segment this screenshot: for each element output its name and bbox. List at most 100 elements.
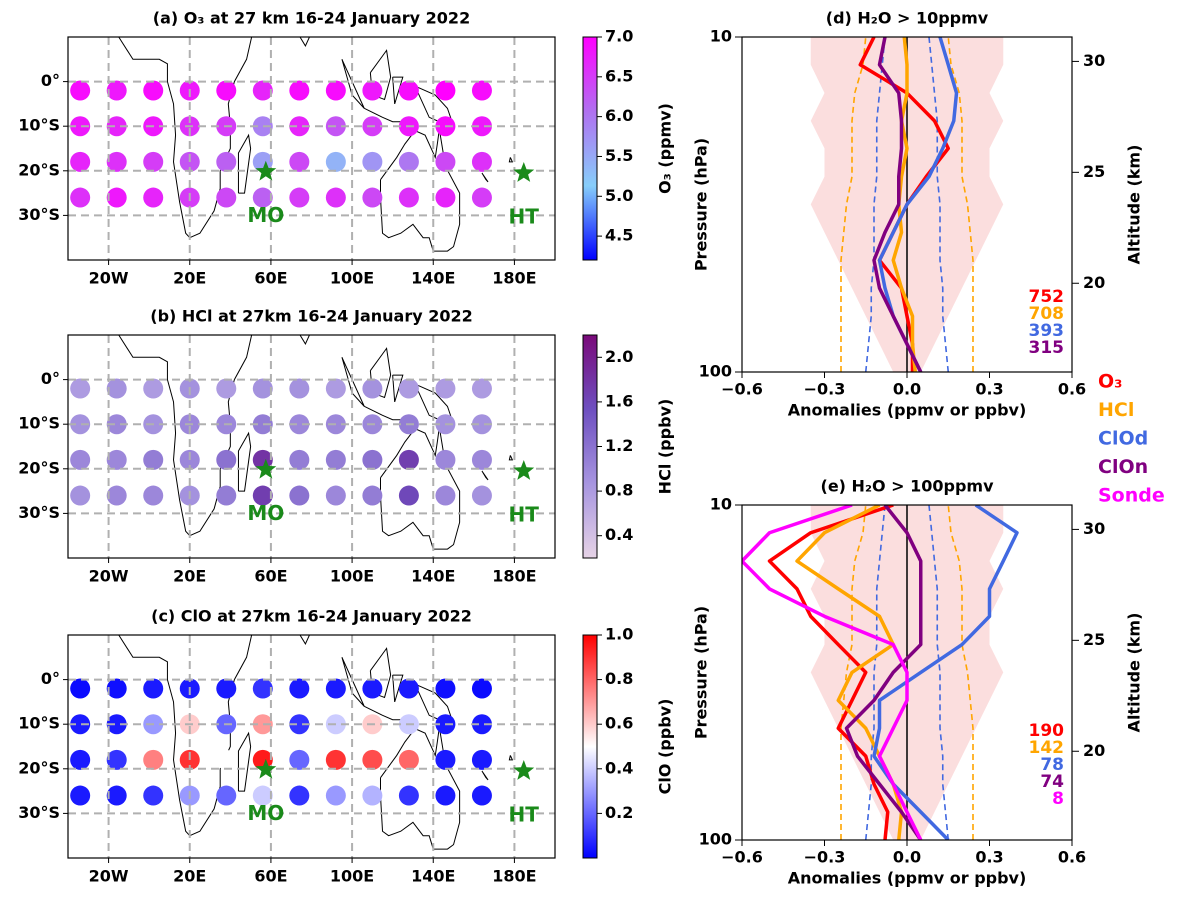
coastline [481,470,489,481]
colorbar-tick-label: 6.0 [605,106,633,125]
data-point [435,378,456,399]
colorbar-tick-label: 0.8 [605,669,633,688]
x-tick-label: 20E [173,867,206,886]
data-point [70,116,91,137]
data-point [70,378,91,399]
y-tick-label: 0° [41,369,60,388]
data-point [143,378,164,399]
profile-line [742,505,923,840]
coastline [508,157,514,163]
data-point [216,678,237,699]
colorbar-tick-label: 0.8 [605,481,633,500]
y2-tick-label: 30 [1083,519,1105,538]
y2-axis-label: Altitude (km) [1125,145,1144,265]
data-point [143,80,164,101]
coastline [392,674,404,703]
coastline [341,357,365,407]
data-point [289,785,310,806]
map-area [70,335,514,550]
y-tick-label: 100 [699,830,732,849]
data-point [435,151,456,172]
data-point [289,414,310,435]
data-point [216,449,237,470]
colorbar [582,36,598,261]
data-point [143,785,164,806]
coastline [392,76,404,105]
x-tick-label: 100E [330,867,374,886]
data-point [216,485,237,506]
data-point [216,187,237,208]
legend-entry: O₃ [1098,371,1122,393]
y-tick-label: 0° [41,669,60,688]
data-point [471,714,492,735]
data-point [362,449,383,470]
spread-line [947,505,974,840]
site-label: MO [247,501,284,525]
data-point [289,449,310,470]
x-tick-label: 0.6 [1058,848,1086,867]
data-point [435,187,456,208]
x-tick-label: 180E [492,269,536,288]
data-point [362,785,383,806]
x-tick-label: 20W [89,567,129,586]
y-axis-label: Pressure (hPa) [692,138,711,271]
data-point [252,714,273,735]
data-point [325,449,346,470]
data-point [362,485,383,506]
map-area [70,37,514,252]
data-point [106,449,127,470]
colorbar-tick-label: 7.0 [605,27,633,46]
data-point [398,151,419,172]
spread-line [840,37,867,372]
data-point [471,785,492,806]
x-tick-label: −0.3 [804,380,846,399]
coastline [379,129,461,252]
data-point [471,116,492,137]
colorbar-tick-label: 5.0 [605,186,633,205]
site-label: MO [247,801,284,825]
coastline [299,635,311,645]
data-point [289,116,310,137]
y-tick-label: 10°S [18,414,60,433]
x-tick-label: 20E [173,269,206,288]
site-star [513,162,535,182]
site-star [513,460,535,480]
site-label: HT [509,503,540,527]
data-point [325,187,346,208]
data-point [289,187,310,208]
sample-count: 190 [1029,721,1065,741]
data-point [289,678,310,699]
plot-area [810,37,1004,372]
data-point [106,485,127,506]
data-point [325,80,346,101]
x-tick-label: 0.0 [893,848,921,867]
data-point [325,749,346,770]
x-axis-label: Anomalies (ppmv or ppbv) [788,401,1027,420]
data-point [143,187,164,208]
y-tick-label: 10 [710,495,732,514]
y-tick-label: 20°S [18,458,60,477]
data-point [70,678,91,699]
data-point [106,749,127,770]
y-tick-label: 30°S [18,503,60,522]
y-tick-label: 10 [710,27,732,46]
colorbar-tick-label: 0.6 [605,714,633,733]
data-point [362,678,383,699]
data-point [106,116,127,137]
data-point [106,187,127,208]
data-point [435,785,456,806]
data-point [398,187,419,208]
data-point [325,485,346,506]
profile-line [872,37,923,372]
data-point [216,749,237,770]
data-point [398,378,419,399]
y2-tick-label: 30 [1083,51,1105,70]
data-point [398,449,419,470]
sample-count: 315 [1029,338,1065,358]
y-tick-label: 30°S [18,205,60,224]
legend-entry: ClOn [1098,456,1148,478]
coastline [364,405,403,421]
colorbar-tick-label: 0.2 [605,803,633,822]
data-point [70,785,91,806]
sample-count: 142 [1029,738,1065,758]
